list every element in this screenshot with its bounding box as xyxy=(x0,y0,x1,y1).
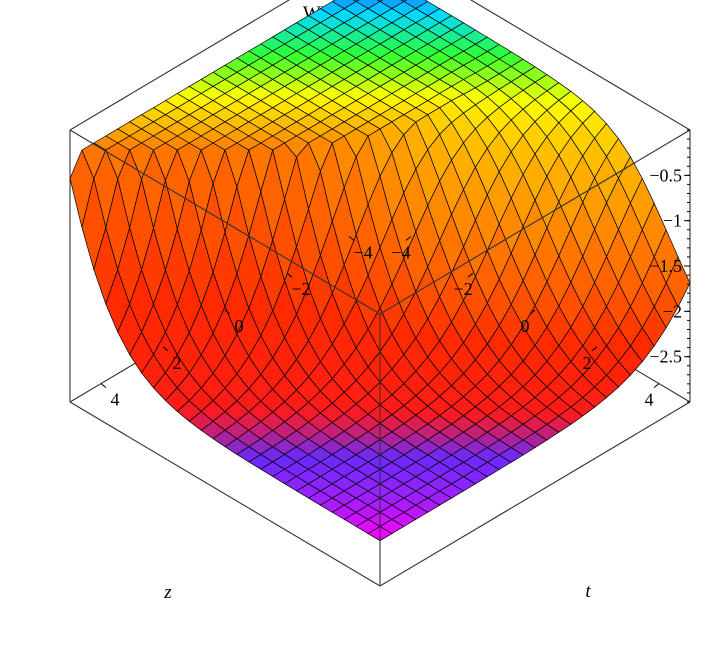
x-tick-label: 0 xyxy=(521,316,530,336)
y-tick-mark xyxy=(348,236,355,241)
y-tick-label: 0 xyxy=(235,316,244,336)
z-tick-label: −1.5 xyxy=(649,256,682,276)
z-tick-label: −2 xyxy=(663,301,682,321)
x-tick-mark xyxy=(405,236,412,241)
box-edge-bottom-front-right xyxy=(69,401,381,587)
y-tick-label: 4 xyxy=(111,390,120,410)
box-edge-bottom-front-left xyxy=(379,401,691,587)
box-edge-top-front-right xyxy=(69,129,381,315)
y-tick-mark xyxy=(224,309,231,315)
x-tick-mark xyxy=(591,346,598,352)
y-tick-mark xyxy=(286,272,293,278)
z-tick-label: −1 xyxy=(663,211,682,231)
z-tick-label: −0.5 xyxy=(649,165,682,185)
x-tick-label: −2 xyxy=(453,279,472,299)
y-tick-label: −2 xyxy=(291,279,310,299)
x-tick-mark xyxy=(529,309,536,315)
box-edge-top-left xyxy=(469,0,691,131)
y-tick-label: 2 xyxy=(173,353,182,373)
y-tick-label: −4 xyxy=(353,242,372,262)
box-edge-top-right xyxy=(69,0,291,131)
y-tick-mark xyxy=(100,383,107,388)
axis-ticks: −0.5 −1 −1.5 −2 −2.5 −4 −2 0 2 4 −4 −2 0 2 4 xyxy=(100,129,690,410)
x-axis-label: z xyxy=(163,582,172,603)
surface-mesh xyxy=(69,0,691,542)
box-edge-top-front-left xyxy=(379,129,691,315)
x-tick-label: −4 xyxy=(391,242,410,262)
x-tick-mark xyxy=(653,383,660,388)
bounding-box-front xyxy=(69,129,691,587)
x-tick-mark xyxy=(467,272,474,278)
y-axis-label: t xyxy=(585,581,591,602)
y-tick-mark xyxy=(162,346,169,352)
z-tick-label: −2.5 xyxy=(649,347,682,367)
x-tick-label: 2 xyxy=(583,353,592,373)
x-tick-label: 4 xyxy=(645,390,654,410)
